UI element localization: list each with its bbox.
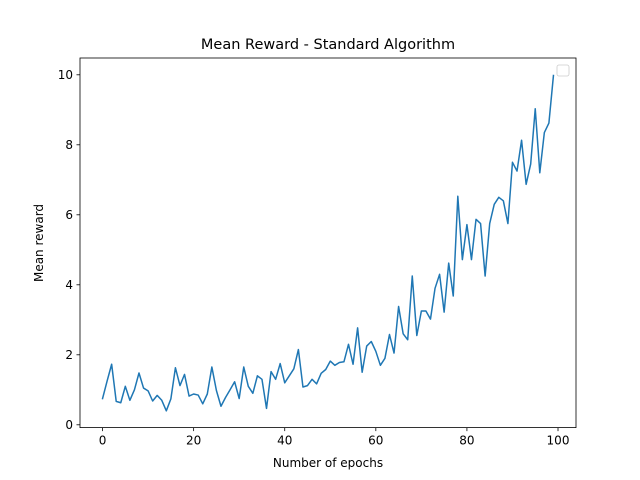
x-axis-ticks: 0 20 40 60 80 100 — [99, 427, 570, 448]
y-tick-label: 8 — [65, 138, 73, 152]
chart-title: Mean Reward - Standard Algorithm — [201, 37, 455, 53]
y-tick-label: 10 — [58, 68, 73, 82]
x-axis-label: Number of epochs — [273, 456, 383, 470]
series-line-mean-reward — [101, 74, 555, 412]
x-tick-label: 40 — [277, 434, 292, 448]
plot-area: 0 20 40 60 80 100 0 2 4 6 8 10 — [58, 57, 577, 448]
x-tick-label: 60 — [368, 434, 383, 448]
x-tick-label: 100 — [547, 434, 570, 448]
y-tick-label: 0 — [65, 418, 73, 432]
x-tick-label: 80 — [459, 434, 474, 448]
x-tick-label: 0 — [99, 434, 107, 448]
y-tick-label: 4 — [65, 278, 73, 292]
axes-frame — [79, 57, 577, 429]
y-tick-label: 6 — [65, 208, 73, 222]
legend-box — [556, 64, 570, 77]
x-tick-label: 20 — [186, 434, 201, 448]
y-axis-label: Mean reward — [32, 204, 46, 282]
y-tick-label: 2 — [65, 348, 73, 362]
y-axis-ticks: 0 2 4 6 8 10 — [58, 68, 80, 432]
